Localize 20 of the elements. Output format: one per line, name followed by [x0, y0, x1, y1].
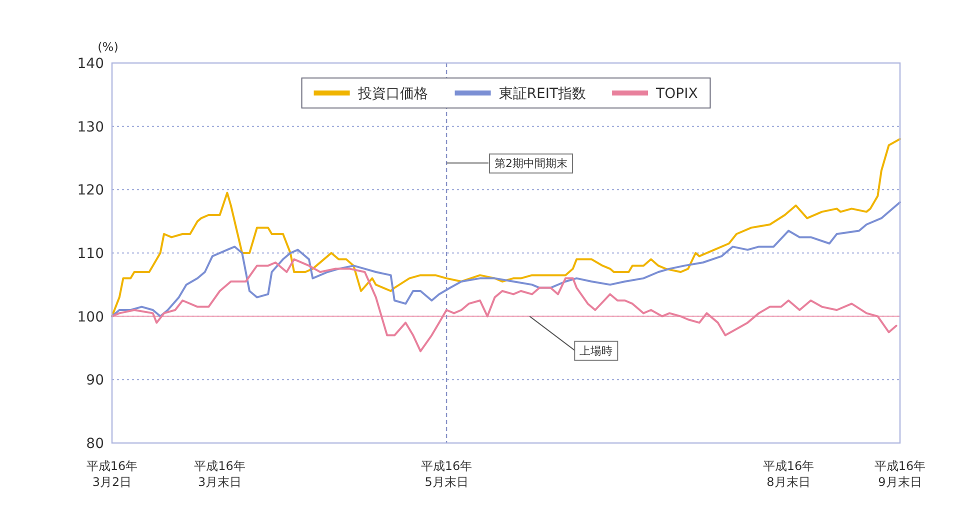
x-tick-label: 平成16年 9月末日 — [874, 459, 926, 489]
x-tick-label: 平成16年 5月末日 — [420, 459, 472, 489]
y-tick-label: 130 — [77, 119, 104, 136]
ref-line-label: 第2期中間期末 — [494, 157, 568, 170]
y-axis-title: (%) — [98, 40, 118, 54]
y-tick-label: 80 — [86, 436, 104, 452]
legend-label: TOPIX — [655, 86, 698, 102]
y-tick-label: 90 — [86, 372, 104, 389]
legend-label: 投資口価格 — [356, 86, 428, 102]
y-tick-label: 120 — [77, 182, 104, 199]
y-tick-label: 100 — [77, 309, 104, 326]
y-tick-label: 140 — [77, 56, 104, 72]
x-tick-label: 平成16年 3月2日 — [86, 459, 138, 489]
line-series — [111, 138, 901, 318]
legend-label: 東証REIT指数 — [498, 86, 586, 102]
y-tick-label: 110 — [77, 246, 104, 262]
line-series — [111, 201, 901, 318]
ref-line-label: 上場時 — [580, 344, 613, 358]
x-tick-label: 平成16年 8月末日 — [762, 459, 814, 489]
x-tick-label: 平成16年 3月末日 — [194, 459, 246, 489]
